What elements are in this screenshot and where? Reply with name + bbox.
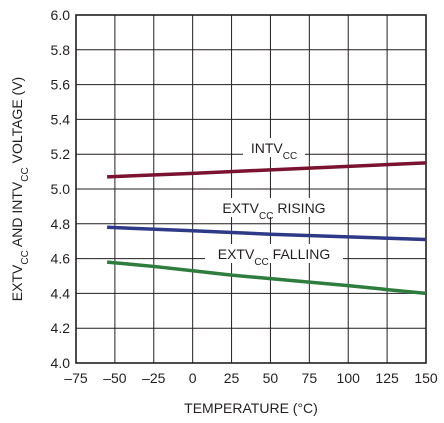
x-tick-label: –50 [103,370,127,386]
series-line-extvcc-falling [106,260,427,296]
label-text: FALLING [269,246,330,262]
x-tick-label: 125 [375,370,399,386]
x-tick-label: 150 [414,370,438,386]
plot-frame [75,14,427,364]
label-text: RISING [273,200,325,216]
x-tick-label: 75 [302,370,318,386]
y-tick-label: 6.0 [51,7,71,23]
x-tick-label: 50 [263,370,279,386]
label-text: EXTV [222,200,259,216]
x-tick-label: –25 [142,370,166,386]
x-axis-title: TEMPERATURE (°C) [184,400,318,416]
label-text: VOLTAGE (V) [9,77,25,168]
series-line-extvcc-rising [107,225,427,242]
series-label-bg [243,138,305,157]
subscript-text: CC [259,211,273,222]
label-text: INTV [251,140,284,156]
y-tick-label: 5.6 [51,77,71,93]
series-label-intvcc: INTVCC [251,140,297,162]
y-tick-label: 5.8 [51,42,71,58]
y-tick-label: 4.0 [51,355,71,371]
y-tick-label: 4.4 [51,285,71,301]
series-line-intvcc [107,161,427,179]
label-text: EXTV [9,264,25,301]
series-label-bg [205,244,343,263]
series-label-extvcc-falling: EXTVCC FALLING [218,246,331,268]
y-tick-label: 4.6 [51,251,71,267]
x-tick-label: 100 [337,370,361,386]
y-axis-title: EXTVCC AND INTVCC VOLTAGE (V) [9,77,31,301]
label-text: EXTV [218,246,255,262]
label-text: AND INTV [9,181,25,250]
subscript-text: CC [20,250,31,264]
x-tick-label: 0 [189,370,197,386]
series-label-bg [212,198,336,217]
y-tick-label: 5.4 [51,111,71,127]
subscript-text: CC [254,257,268,268]
y-tick-label: 4.2 [51,320,71,336]
subscript-text: CC [20,167,31,181]
series-label-extvcc-rising: EXTVCC RISING [222,200,325,222]
y-tick-label: 4.8 [51,216,71,232]
x-tick-label: 25 [224,370,240,386]
y-tick-label: 5.0 [51,181,71,197]
x-tick-label: –75 [64,370,88,386]
y-tick-label: 5.2 [51,146,71,162]
subscript-text: CC [283,151,297,162]
